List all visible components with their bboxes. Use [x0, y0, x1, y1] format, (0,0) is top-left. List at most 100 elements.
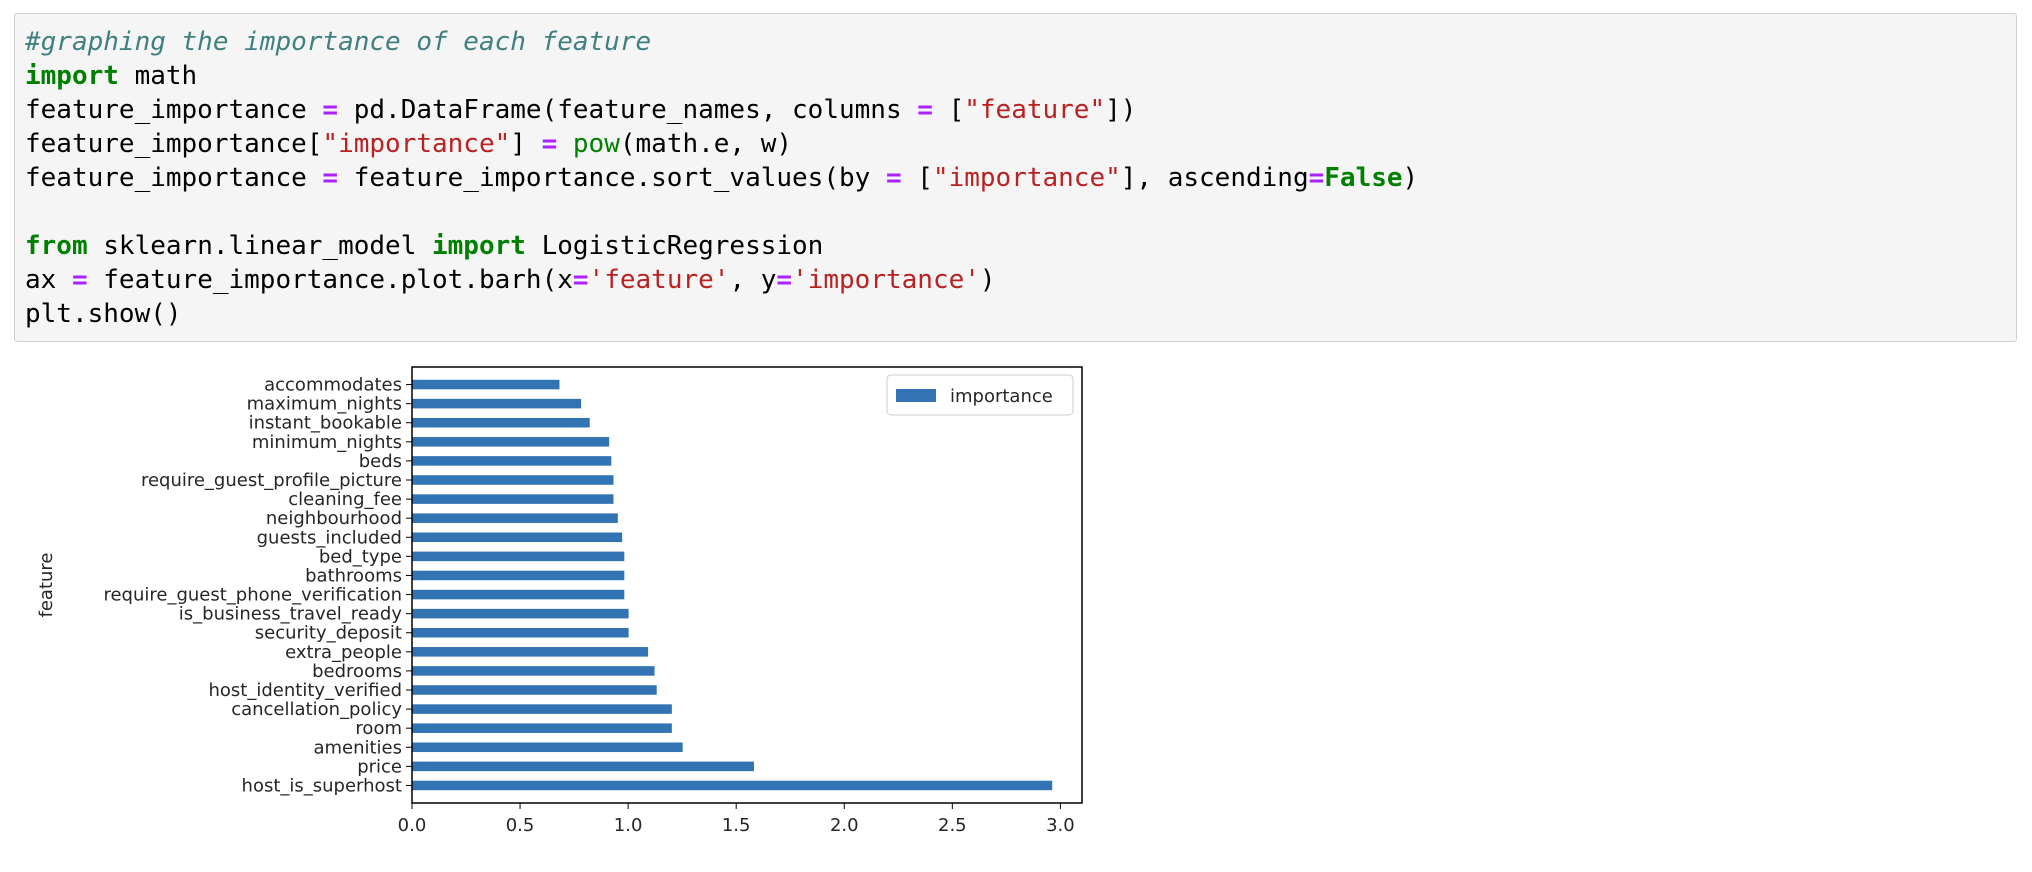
code-token-plain: math — [118, 61, 198, 91]
code-token-op: = — [322, 95, 339, 125]
code-line: feature_importance = feature_importance.… — [25, 161, 1418, 195]
y-tick-label: room — [355, 718, 402, 739]
y-tick-label: require_guest_profile_picture — [141, 470, 402, 491]
legend: importance — [886, 374, 1074, 416]
y-tick-label: guests_included — [257, 527, 402, 548]
code-line: import math — [25, 59, 1418, 93]
legend-label: importance — [950, 386, 1053, 407]
legend-box — [886, 374, 1074, 416]
code-token-plain: , y — [729, 265, 777, 295]
bar — [412, 456, 612, 466]
bar — [412, 742, 683, 753]
bar — [412, 647, 649, 657]
code-line — [25, 195, 1418, 229]
bar — [412, 723, 672, 733]
code-token-op: = — [541, 129, 558, 159]
bar — [412, 494, 614, 504]
bar — [412, 437, 610, 447]
y-tick-label: amenities — [313, 737, 402, 758]
x-tick-label: 2.0 — [830, 815, 859, 836]
bar — [412, 666, 655, 676]
code-token-str: 'feature' — [588, 265, 730, 295]
bar — [412, 532, 623, 543]
code-cell[interactable]: #graphing the importance of each feature… — [14, 13, 2017, 342]
code-line: from sklearn.linear_model import Logisti… — [25, 229, 1418, 263]
feature-importance-chart: host_is_superhostpriceamenitiesroomcance… — [36, 366, 1083, 836]
code-token-kw: import — [432, 231, 526, 261]
chart-output: host_is_superhost price amenities room cance… — [0, 355, 1100, 855]
x-tick-label: 1.0 — [614, 815, 643, 836]
bar — [412, 417, 590, 428]
code-token-plain: pd.DataFrame(feature_names, columns — [338, 95, 918, 125]
y-tick-label: cancellation_policy — [231, 699, 402, 720]
y-tick-label: cleaning_fee — [288, 489, 402, 510]
code-token-plain: ] — [510, 129, 542, 159]
y-tick-label: bedrooms — [312, 661, 402, 682]
plot-area — [412, 367, 1082, 803]
code-token-plain: feature_importance — [25, 163, 323, 193]
y-tick-label: security_deposit — [255, 623, 402, 644]
code-token-plain: ], ascending — [1120, 163, 1309, 193]
code-token-plain: (math.e, w) — [619, 129, 793, 159]
code-token-kw: from — [25, 231, 88, 261]
bar — [412, 379, 560, 390]
code-token-op: = — [917, 95, 933, 125]
code-token-plain: [ — [932, 95, 965, 125]
y-tick-label: minimum_nights — [252, 432, 402, 453]
code-token-op: = — [322, 163, 339, 193]
code-token-plain: ) — [1402, 163, 1419, 193]
code-token-kw: False — [1324, 163, 1403, 193]
bar — [412, 551, 625, 562]
y-tick-label: price — [357, 756, 402, 777]
x-tick-label: 3.0 — [1046, 815, 1075, 836]
y-tick-label: host_identity_verified — [209, 680, 403, 701]
code-line: feature_importance["importance"] = pow(m… — [25, 127, 1418, 161]
y-tick-label: extra_people — [285, 642, 402, 663]
code-token-str: "importance" — [322, 129, 511, 159]
legend-swatch — [896, 389, 936, 402]
bar — [412, 761, 754, 772]
code-token-plain: ]) — [1105, 95, 1137, 125]
y-tick-label: host_is_superhost — [242, 775, 402, 796]
y-tick-label: require_guest_phone_verification — [103, 585, 402, 606]
code-editor[interactable]: #graphing the importance of each feature… — [25, 25, 1418, 331]
code-token-builtin: pow — [572, 129, 620, 159]
code-token-op: = — [885, 163, 902, 193]
code-line: feature_importance = pd.DataFrame(featur… — [25, 93, 1418, 127]
bar — [412, 570, 625, 581]
code-token-plain: feature_importance.plot.barh(x — [87, 265, 573, 295]
code-token-str: "importance" — [932, 163, 1121, 193]
bar — [412, 627, 629, 638]
plot-frame — [411, 366, 1083, 804]
code-token-kw: import — [25, 61, 119, 91]
bar — [412, 475, 614, 485]
code-token-op: = — [776, 265, 793, 295]
x-tick-label: 0.5 — [506, 815, 535, 836]
bar — [412, 685, 657, 695]
y-tick-label: bed_type — [319, 546, 402, 567]
code-line: #graphing the importance of each feature — [25, 25, 1418, 59]
code-token-plain: sklearn.linear_model — [87, 231, 432, 261]
bar — [412, 780, 1053, 791]
code-token-plain: [ — [901, 163, 933, 193]
y-axis-label: feature — [36, 553, 57, 618]
code-token-op: = — [1308, 163, 1325, 193]
code-token-plain: LogisticRegression — [525, 231, 824, 261]
y-tick-label: beds — [359, 451, 402, 472]
bar — [412, 704, 672, 714]
bar — [412, 513, 618, 523]
code-line: ax = feature_importance.plot.barh(x='fea… — [25, 263, 1418, 297]
code-token-plain: feature_importance[ — [25, 129, 323, 159]
code-token-plain: ) — [979, 265, 996, 295]
code-token-plain: plt.show() — [25, 299, 182, 329]
y-tick-label: instant_bookable — [249, 413, 402, 434]
code-token-plain: ax — [25, 265, 72, 295]
y-tick-label: maximum_nights — [247, 394, 402, 415]
code-token-op: = — [572, 265, 589, 295]
code-token-comment: #graphing the importance of each feature — [25, 27, 652, 57]
code-token-op: = — [71, 265, 88, 295]
bar — [412, 608, 629, 619]
x-tick-label: 1.5 — [722, 815, 751, 836]
bar — [412, 398, 582, 409]
code-token-str: 'importance' — [792, 265, 980, 295]
